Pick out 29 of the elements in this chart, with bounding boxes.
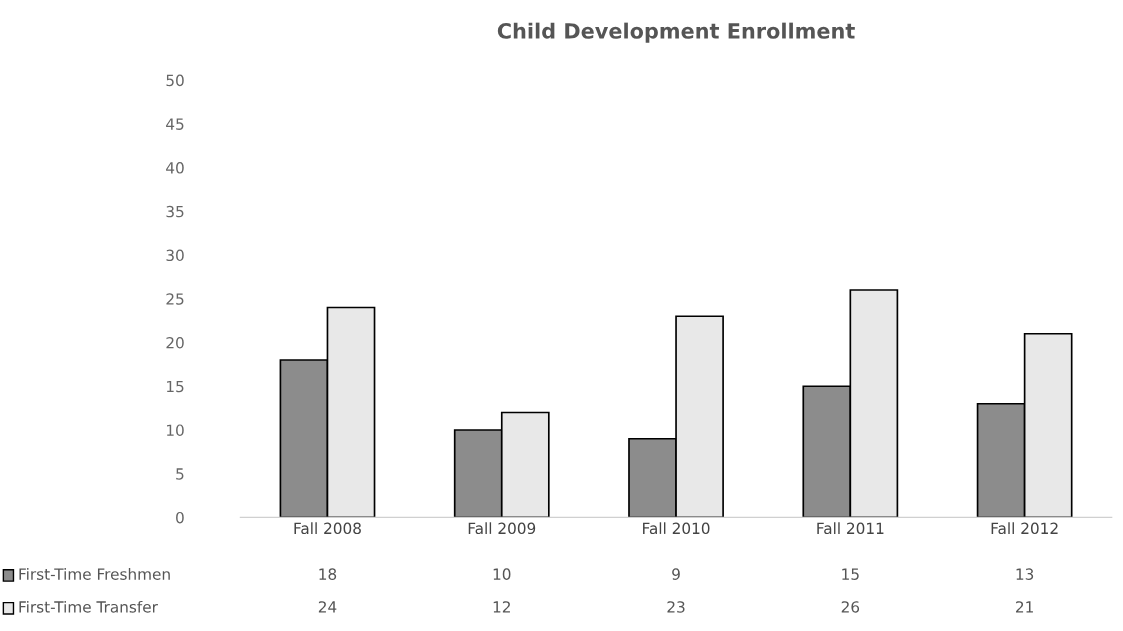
x-tick-label: Fall 2009: [468, 522, 536, 535]
y-tick-label: 40: [166, 162, 184, 174]
data-label: 23: [667, 601, 685, 613]
data-label: 10: [493, 568, 511, 580]
y-tick-label: 0: [176, 511, 184, 524]
y-tick-label: 20: [166, 336, 184, 349]
y-tick-label: 50: [166, 74, 184, 87]
legend-label: First-Time Freshmen: [19, 568, 170, 580]
data-label: 12: [493, 601, 510, 613]
data-label: 9: [672, 568, 680, 580]
data-label: 24: [318, 601, 337, 613]
data-label: 26: [841, 601, 860, 613]
y-tick-label: 35: [166, 205, 184, 218]
y-tick-label: 30: [166, 249, 184, 262]
data-label: 21: [1016, 601, 1033, 613]
x-tick-label: Fall 2011: [817, 522, 884, 535]
data-label: 18: [319, 568, 337, 580]
data-label: 15: [842, 568, 859, 580]
data-label: 13: [1016, 568, 1034, 580]
x-tick-label: Fall 2008: [294, 522, 361, 535]
y-tick-label: 45: [166, 118, 184, 130]
y-tick-label: 5: [176, 468, 184, 480]
y-tick-label: 10: [167, 424, 184, 436]
x-tick-label: Fall 2010: [643, 522, 710, 535]
x-tick-label: Fall 2012: [991, 522, 1058, 535]
y-tick-label: 25: [166, 293, 184, 305]
y-tick-label: 15: [167, 380, 184, 393]
chart-title: Child Development Enrollment: [497, 22, 855, 43]
legend-label: First-Time Transfer: [19, 600, 158, 613]
